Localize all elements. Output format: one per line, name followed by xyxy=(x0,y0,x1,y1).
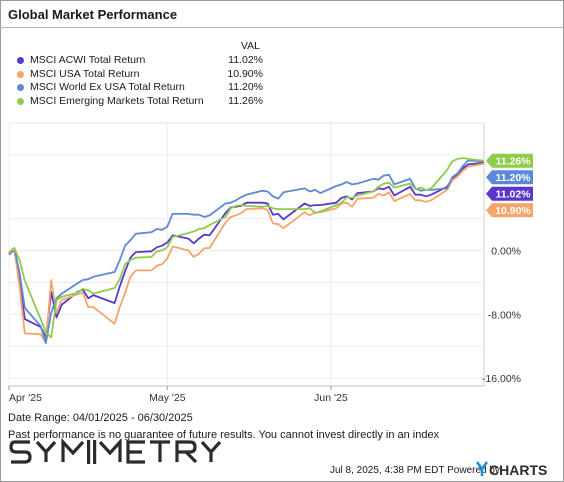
legend-series-name: MSCI World Ex USA Total Return xyxy=(30,81,185,93)
series-layer xyxy=(8,157,485,344)
symmetry-logo xyxy=(9,437,222,464)
ycharts-logo[interactable]: CHARTS xyxy=(476,460,558,478)
legend-item[interactable]: MSCI USA Total Return 10.90% xyxy=(17,68,263,82)
legend-dot-icon xyxy=(17,84,24,91)
y-tick-label: 0.00% xyxy=(491,246,521,258)
legend-dot-icon xyxy=(17,97,24,105)
legend-dot-icon xyxy=(17,57,24,64)
line-chart: 11.26% 11.20% 11.02% 10.90% 0.00% -8.00% -16.… xyxy=(8,122,533,404)
ycharts-wordmark: CHARTS xyxy=(489,462,547,478)
legend-item[interactable]: MSCI Emerging Markets Total Return 11.26… xyxy=(17,95,263,109)
legend-series-value: 11.20% xyxy=(228,81,263,93)
x-tick-label: Apr '25 xyxy=(9,392,42,404)
legend-dot-icon xyxy=(17,70,24,78)
end-value-label: 11.26% xyxy=(495,155,531,167)
grid-layer xyxy=(8,122,485,387)
date-range: Date Range: 04/01/2025 - 06/30/2025 xyxy=(8,412,193,424)
legend-series-value: 11.26% xyxy=(228,94,263,107)
title-divider xyxy=(0,27,564,28)
end-value-label: 11.20% xyxy=(495,172,531,184)
legend-item[interactable]: MSCI World Ex USA Total Return 11.20% xyxy=(17,81,263,95)
end-value-tag xyxy=(486,153,533,168)
end-value-tag xyxy=(486,170,533,185)
end-label-layer: 11.26% 11.20% 11.02% 10.90% xyxy=(486,153,533,218)
end-value-tag xyxy=(486,203,533,218)
series-line xyxy=(8,159,485,344)
x-tick-label: May '25 xyxy=(149,392,186,404)
x-tick-label: Jun '25 xyxy=(314,392,348,404)
y-tick-label: -8.00% xyxy=(488,309,521,321)
series-line xyxy=(8,162,485,344)
end-value-label: 10.90% xyxy=(495,205,531,217)
series-line xyxy=(8,157,485,339)
disclaimer: Past performance is no guarantee of futu… xyxy=(8,429,440,441)
legend-series-name: MSCI ACWI Total Return xyxy=(30,54,146,66)
legend-series-value: 10.90% xyxy=(227,67,263,80)
timestamp-powered-by: Jul 8, 2025, 4:38 PM EDT Powered by xyxy=(330,465,500,476)
end-value-label: 11.02% xyxy=(495,188,531,200)
chart-title: Global Market Performance xyxy=(8,7,178,22)
legend-series-value: 11.02% xyxy=(228,54,263,66)
legend-series-name: MSCI USA Total Return xyxy=(30,67,140,80)
legend-series-name: MSCI Emerging Markets Total Return xyxy=(30,94,204,107)
axis-layer: 0.00% -8.00% -16.00% Apr '25 May '25 Jun '25 xyxy=(8,246,521,404)
legend-value-header: VAL xyxy=(240,40,260,52)
legend-item[interactable]: MSCI ACWI Total Return 11.02% xyxy=(17,54,263,68)
legend: MSCI ACWI Total Return 11.02% MSCI USA T… xyxy=(17,54,263,108)
y-tick-label: -16.00% xyxy=(482,373,521,385)
end-value-tag xyxy=(486,186,533,201)
